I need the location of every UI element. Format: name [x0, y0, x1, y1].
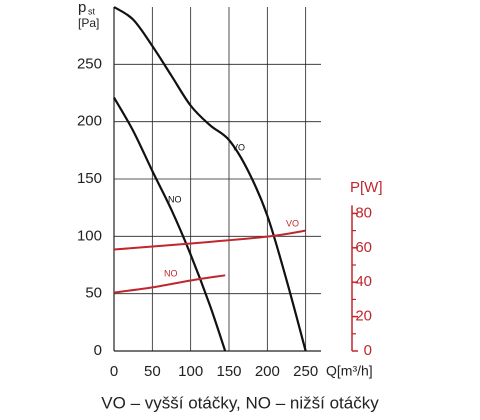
y2-tick-label: 0	[364, 342, 372, 359]
x-tick-label: 0	[110, 363, 118, 380]
x-tick-label: 200	[255, 363, 280, 380]
curve-label: NO	[164, 268, 178, 278]
y2-tick-label: 20	[355, 308, 372, 325]
x-tick-label: 250	[293, 363, 318, 380]
y-tick-label: 200	[77, 113, 102, 130]
y-tick-label: 100	[77, 227, 102, 244]
y-tick-label: 50	[85, 285, 102, 302]
x-tick-label: 100	[178, 363, 203, 380]
curve	[113, 229, 306, 251]
y-label: p	[78, 0, 86, 16]
y-tick-label: 150	[77, 170, 102, 187]
curve	[113, 97, 227, 352]
y-label-sub: st	[88, 6, 96, 16]
y2-tick-label: 80	[355, 204, 372, 221]
x-label: Q[m³/h]	[326, 363, 373, 379]
x-tick-label: 50	[144, 363, 161, 380]
curve	[113, 274, 226, 294]
curve-label: VO	[286, 218, 299, 228]
caption: VO – vyšší otáčky, NO – nižší otáčky	[101, 393, 379, 412]
y2-label: P[W]	[350, 179, 383, 196]
y-unit: [Pa]	[78, 16, 99, 30]
y2-tick-label: 60	[355, 239, 372, 256]
y2-tick-label: 40	[355, 273, 372, 290]
curve-label: VO	[232, 142, 245, 152]
curve	[113, 6, 307, 352]
y-tick-label: 250	[77, 55, 102, 72]
y-tick-label: 0	[94, 342, 102, 359]
x-tick-label: 150	[216, 363, 241, 380]
curve-label: NO	[168, 194, 182, 204]
